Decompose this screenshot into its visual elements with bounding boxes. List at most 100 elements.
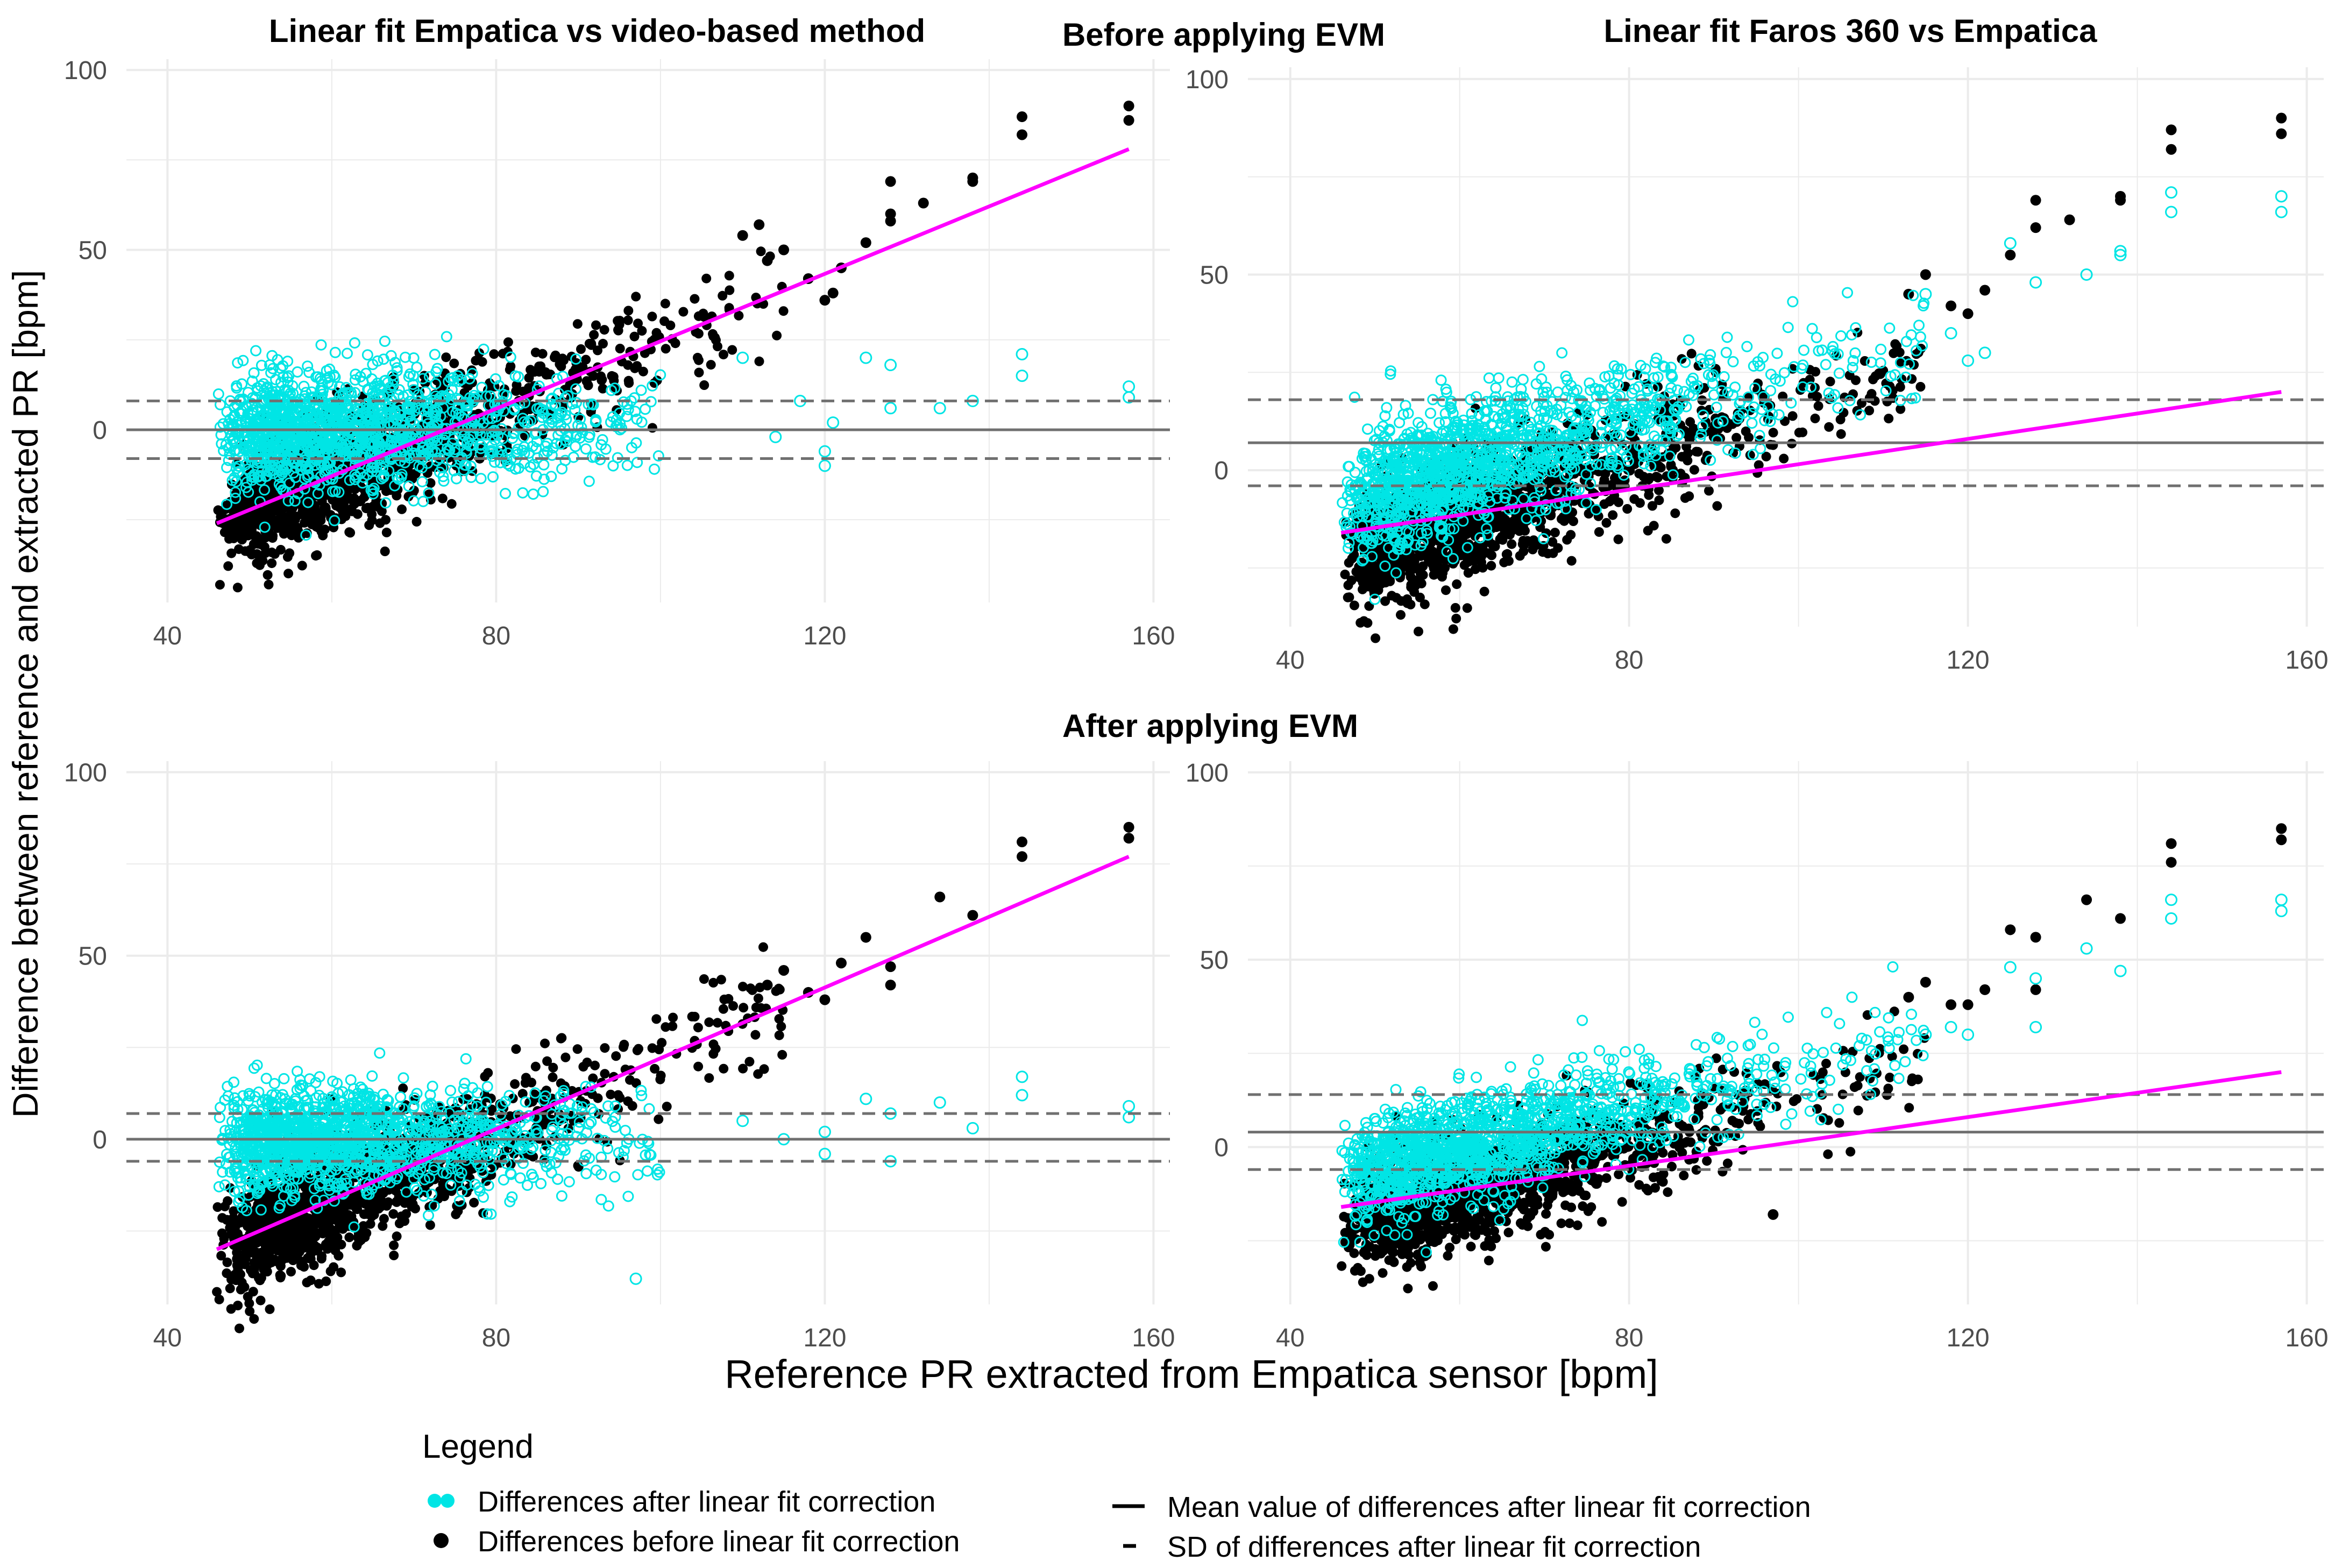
point-before-correction xyxy=(557,353,567,364)
point-before-correction xyxy=(534,367,544,377)
point-before-correction xyxy=(1779,453,1789,464)
point-before-correction xyxy=(1653,472,1663,483)
point-before-correction xyxy=(570,364,580,374)
point-before-correction xyxy=(1123,115,1134,126)
point-before-correction xyxy=(1704,486,1714,496)
point-before-correction xyxy=(1656,463,1666,473)
point-before-correction xyxy=(1962,308,1974,320)
point-before-correction xyxy=(1414,564,1424,574)
point-after-correction xyxy=(416,476,428,487)
point-before-correction xyxy=(1450,603,1460,613)
point-before-correction xyxy=(659,316,670,327)
point-before-correction xyxy=(1649,521,1659,531)
point-before-correction xyxy=(1684,491,1694,501)
point-before-correction xyxy=(756,246,766,257)
point-before-correction xyxy=(359,492,370,502)
point-before-correction xyxy=(459,388,470,398)
point-before-correction xyxy=(713,342,722,351)
point-before-correction xyxy=(1347,554,1357,564)
x-tick-label: 80 xyxy=(1615,646,1643,675)
point-before-correction xyxy=(1813,401,1823,411)
point-before-correction xyxy=(449,358,459,368)
point-before-correction xyxy=(623,360,633,370)
point-before-correction xyxy=(2276,128,2287,139)
point-before-correction xyxy=(253,488,264,499)
point-before-correction xyxy=(425,478,436,488)
point-before-correction xyxy=(1866,389,1877,399)
point-before-correction xyxy=(586,340,597,350)
point-before-correction xyxy=(572,319,583,329)
point-before-correction xyxy=(631,292,641,302)
section-after-heading: After applying EVM xyxy=(1062,708,1358,744)
point-before-correction xyxy=(467,365,477,375)
point-before-correction xyxy=(694,355,704,365)
point-after-correction xyxy=(570,383,582,395)
y-tick-label: 100 xyxy=(1186,66,1229,94)
point-before-correction xyxy=(1553,543,1563,553)
point-before-correction xyxy=(506,361,516,371)
panel-title: Linear fit Faros 360 vs Empatica xyxy=(1603,13,2097,49)
y-tick-label: 0 xyxy=(1214,457,1229,485)
point-before-correction xyxy=(701,273,712,283)
point-before-correction xyxy=(1559,516,1569,526)
point-before-correction xyxy=(392,491,402,501)
point-after-correction xyxy=(540,441,551,452)
point-after-correction xyxy=(283,477,295,489)
point-before-correction xyxy=(246,549,257,559)
point-before-correction xyxy=(629,331,640,342)
point-before-correction xyxy=(287,530,297,541)
point-before-correction xyxy=(1414,627,1423,636)
point-before-correction xyxy=(1689,465,1699,475)
point-before-correction xyxy=(598,384,608,394)
point-before-correction xyxy=(581,354,591,365)
point-after-correction xyxy=(237,354,249,366)
point-before-correction xyxy=(236,521,246,531)
point-before-correction xyxy=(1895,382,1905,392)
point-before-correction xyxy=(226,548,237,558)
point-before-correction xyxy=(591,320,601,330)
point-before-correction xyxy=(694,367,704,378)
point-after-correction xyxy=(493,380,505,392)
point-before-correction xyxy=(1907,374,1917,384)
point-before-correction xyxy=(1365,570,1375,579)
point-before-correction xyxy=(1424,555,1435,565)
point-before-correction xyxy=(1493,512,1503,522)
point-before-correction xyxy=(524,373,534,383)
point-before-correction xyxy=(441,352,451,363)
point-before-correction xyxy=(1613,534,1623,544)
point-before-correction xyxy=(2064,214,2075,225)
point-before-correction xyxy=(1686,349,1697,359)
point-before-correction xyxy=(772,330,782,340)
point-before-correction xyxy=(381,486,391,496)
point-before-correction xyxy=(350,499,360,509)
point-after-correction xyxy=(452,370,464,382)
point-before-correction xyxy=(217,510,227,520)
point-before-correction xyxy=(1889,348,1899,358)
point-before-correction xyxy=(778,244,790,256)
point-before-correction xyxy=(719,350,728,360)
point-after-correction xyxy=(248,367,260,379)
point-before-correction xyxy=(1683,448,1693,458)
point-before-correction xyxy=(311,551,321,561)
point-before-correction xyxy=(1406,580,1416,590)
point-after-correction xyxy=(465,460,477,472)
point-before-correction xyxy=(1349,600,1359,611)
point-before-correction xyxy=(1343,592,1353,602)
point-before-correction xyxy=(860,237,871,249)
point-before-correction xyxy=(1017,111,1028,123)
point-before-correction xyxy=(240,530,250,541)
point-before-correction xyxy=(1479,586,1489,597)
point-before-correction xyxy=(1515,551,1525,561)
point-before-correction xyxy=(227,517,237,528)
x-tick-label: 120 xyxy=(803,622,846,650)
point-before-correction xyxy=(599,325,609,335)
point-before-correction xyxy=(693,311,704,321)
point-before-correction xyxy=(678,307,689,317)
point-before-correction xyxy=(318,530,328,541)
point-before-correction xyxy=(1635,498,1645,508)
point-before-correction xyxy=(660,299,670,309)
point-before-correction xyxy=(1647,501,1657,511)
point-before-correction xyxy=(661,344,671,354)
point-after-correction xyxy=(451,473,463,485)
